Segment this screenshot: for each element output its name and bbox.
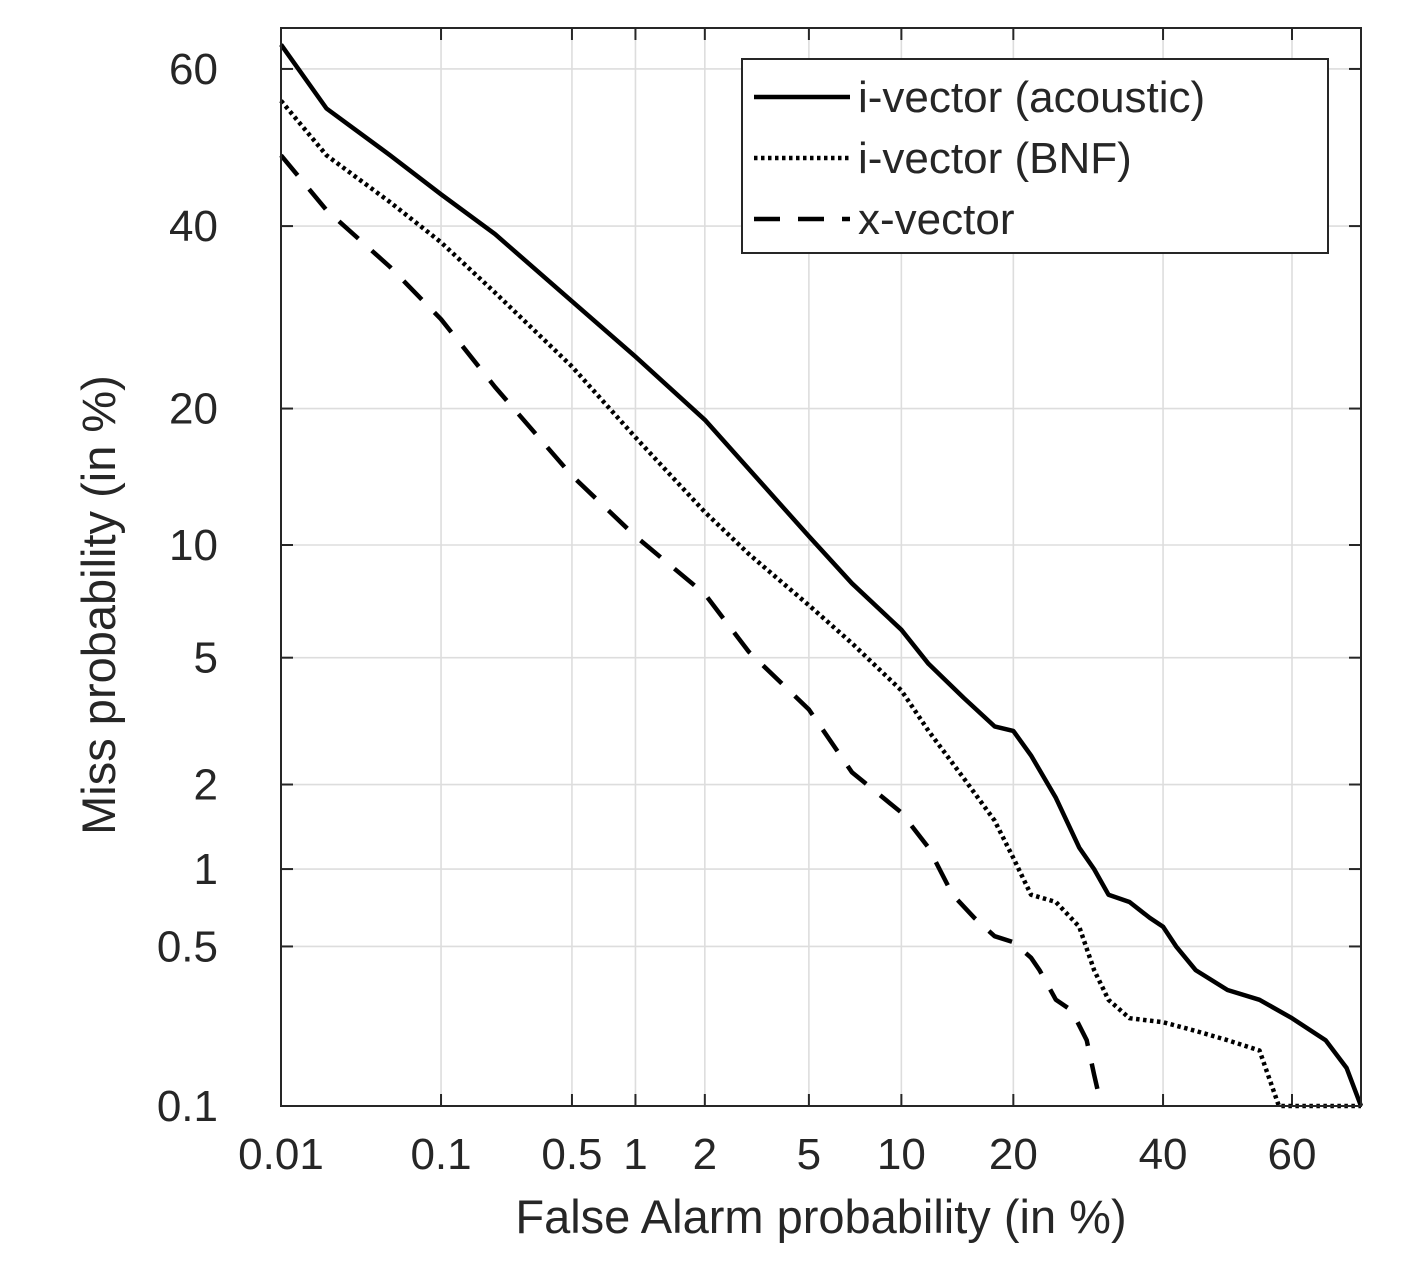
y-axis-label: Miss probability (in %) — [72, 375, 125, 835]
legend: i-vector (acoustic) i-vector (BNF) x-vec… — [741, 58, 1329, 254]
x-tick-label-20: 20 — [989, 1130, 1038, 1179]
y-tick-labels: 0.1 0.5 1 2 5 10 20 40 60 — [157, 45, 218, 1131]
x-tick-label-60: 60 — [1268, 1130, 1317, 1179]
x-tick-label-10: 10 — [877, 1130, 926, 1179]
y-tick-label-5: 5 — [194, 634, 218, 683]
y-tick-label-0-1: 0.1 — [157, 1082, 218, 1131]
x-tick-label-0-1: 0.1 — [410, 1130, 471, 1179]
y-tick-label-20: 20 — [169, 385, 218, 434]
series-line-i-vector-acoustic — [279, 43, 1364, 1107]
x-tick-label-5: 5 — [797, 1130, 821, 1179]
x-tick-label-1: 1 — [623, 1130, 647, 1179]
legend-entry-xvector: x-vector — [858, 195, 1014, 244]
x-tick-label-0-01: 0.01 — [238, 1130, 324, 1179]
legend-entry-bnf: i-vector (BNF) — [858, 134, 1132, 183]
y-tick-label-10: 10 — [169, 521, 218, 570]
series-line-x-vector — [279, 153, 1104, 1107]
series-line-i-vector-bnf — [279, 99, 1361, 1109]
plot-frame — [280, 27, 1362, 1107]
legend-entry-acoustic: i-vector (acoustic) — [858, 73, 1205, 122]
y-tick-label-0-5: 0.5 — [157, 922, 218, 971]
x-tick-labels: 0.01 0.1 0.5 1 2 5 10 20 40 60 — [238, 1130, 1316, 1179]
y-tick-label-60: 60 — [169, 45, 218, 94]
y-tick-label-2: 2 — [194, 761, 218, 810]
x-tick-label-0-5: 0.5 — [541, 1130, 602, 1179]
y-tick-label-1: 1 — [194, 845, 218, 894]
x-tick-label-40: 40 — [1139, 1130, 1188, 1179]
series-layer — [279, 43, 1364, 1109]
x-tick-label-2: 2 — [693, 1130, 717, 1179]
x-axis-label: False Alarm probability (in %) — [515, 1190, 1126, 1243]
y-tick-label-40: 40 — [169, 202, 218, 251]
